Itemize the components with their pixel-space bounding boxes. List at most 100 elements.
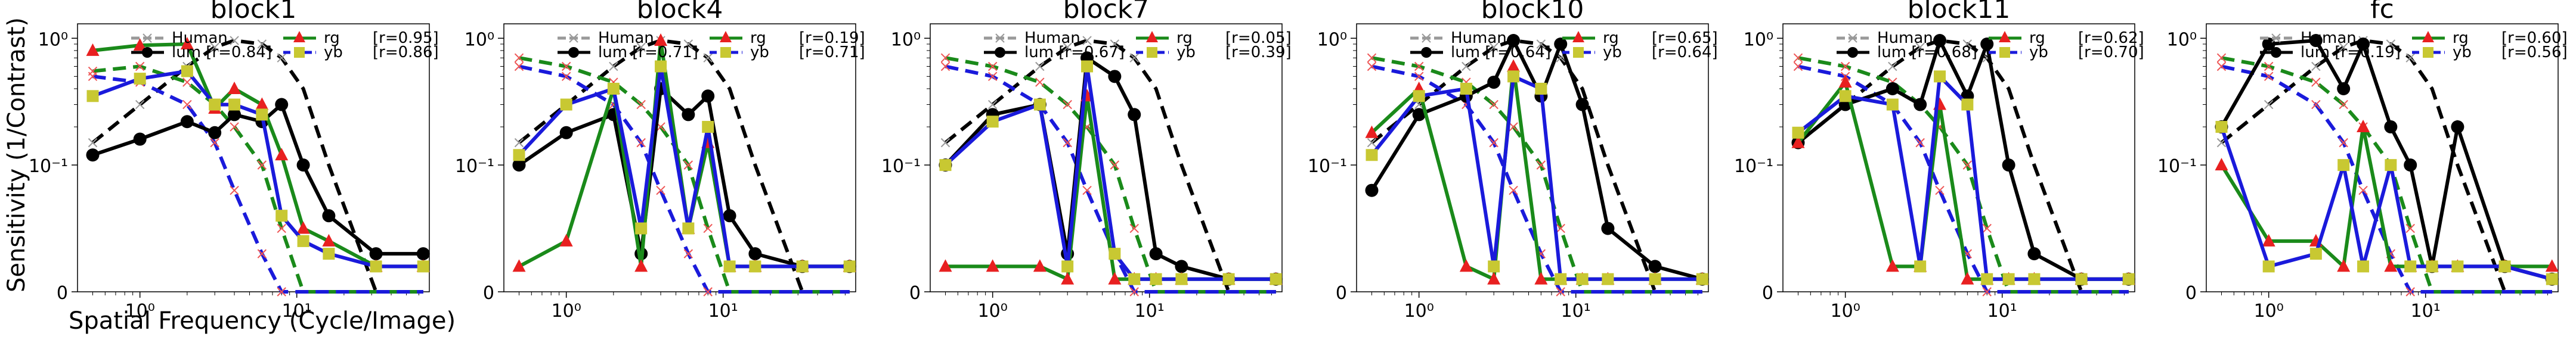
panel-6-human-rg-point-3	[2339, 99, 2348, 110]
panel-4-human-rg-point-6	[1556, 223, 1565, 233]
panel-5-xtick-label-1: 10¹	[1987, 301, 2017, 322]
panel-4-lum-point-9	[1648, 260, 1662, 273]
panel-1-rg-point-7	[296, 221, 310, 234]
panel-4-yb-point-4	[1507, 70, 1520, 83]
panel-4-human-rg-point-4	[1509, 122, 1518, 132]
panel-2-xtick-label-0: 10⁰	[552, 301, 581, 322]
panel-6-rg-point-4	[2357, 120, 2370, 133]
panel-3-human-yb-point-3	[1063, 138, 1072, 148]
panel-4-yb-point-5	[1535, 82, 1547, 95]
panel-2-rg-point-1	[559, 233, 573, 247]
panel-4-xtick-label-0: 10⁰	[1404, 301, 1434, 322]
panel-1-human-rg-point-4	[230, 122, 239, 132]
panel-5-legend-human: Human	[1877, 29, 1933, 47]
panel-4-yb-point-9	[1649, 273, 1661, 285]
panel-5-legend-rg-marker	[1999, 31, 2011, 42]
panel-1-lum-point-1	[133, 132, 147, 146]
panel-5-human-yb-point-6	[1982, 287, 1992, 297]
panel-3-human-lum-point-6	[1129, 53, 1139, 63]
panel-6-lum-point-8	[2451, 120, 2464, 134]
panel-1-yb-point-3	[209, 98, 221, 111]
panel-1-rg-point-0	[86, 43, 100, 56]
panel-3-ytick-label-2: 0	[909, 283, 921, 304]
panel-3-human-rg-point-3	[1063, 99, 1072, 110]
panel-6-lum-point-3	[2337, 82, 2351, 95]
panel-6-human-yb-point-1	[2264, 71, 2274, 82]
panel-6-yb-point-10	[2546, 273, 2558, 285]
panel-5-human-lum-point-2	[1888, 61, 1897, 71]
panel-2-human-rg-point-0	[514, 53, 524, 63]
panel-1-legend-rg-r: [r=0.95]	[373, 29, 439, 47]
panel-2-rg-point-3	[634, 259, 648, 272]
panel-2-lum-point-1	[559, 126, 573, 139]
panel-3-xtick-label-1: 10¹	[1135, 301, 1165, 322]
panel-5-rg-point-1	[1838, 75, 1852, 88]
panel-4-rg-point-5	[1534, 272, 1548, 285]
panel-6-yb-point-1	[2262, 260, 2275, 273]
panel-3-rg-point-1	[986, 259, 999, 272]
panel-6-human-yb-point-4	[2358, 185, 2368, 195]
panel-1-legend-human: Human	[172, 29, 228, 47]
panel-1-legend-rg-marker	[293, 31, 305, 42]
panel-6-human-lum-point-3	[2339, 42, 2348, 52]
panel-5-yb-point-0	[1792, 126, 1804, 139]
panel-3-yb-point-10	[1270, 273, 1282, 285]
panel-3-human-rg-point-2	[1035, 77, 1045, 87]
panel-4-legend-human: Human	[1451, 29, 1507, 47]
panel-4-human-yb-point-4	[1509, 185, 1518, 195]
panel-4-rg-point-4	[1507, 59, 1521, 72]
panel-5-human-yb-point-4	[1935, 185, 1945, 195]
panel-3-human-rg-point-5	[1110, 160, 1120, 170]
panel-1-human-rg-point-1	[135, 61, 145, 71]
panel-6-ytick-label-1: 10⁻¹	[2157, 156, 2197, 177]
panel-6-ytick-label-0: 10⁰	[2167, 29, 2197, 50]
panel-1-lum-point-4	[228, 108, 242, 121]
panel-4-legend-rg: rg	[1603, 29, 1619, 47]
panel-1-rg-point-2	[180, 36, 194, 49]
panel-2-human-rg-point-6	[703, 223, 713, 233]
panel-6-legend-yb-marker	[2423, 47, 2433, 58]
panel-5-frame	[1782, 23, 2135, 292]
panel-6-legend-lum: lum [r=0.19]	[2301, 43, 2401, 61]
panel-1-yb-point-5	[256, 108, 268, 121]
panel-4-legend-yb-r: [r=0.64]	[1652, 43, 1718, 61]
panel-6-yb-point-5	[2385, 159, 2397, 172]
panel-3-legend-human: Human	[1024, 29, 1080, 47]
panel-2-yb-point-4	[655, 60, 667, 73]
panel-3-rg-point-2	[1033, 259, 1046, 272]
panel-5-ytick-label-1: 10⁻¹	[1734, 156, 1773, 177]
panel-2-lum-point-0	[512, 158, 526, 172]
panel-1-legend-yb-marker	[294, 47, 305, 58]
panel-1-lum-point-10	[416, 247, 430, 261]
panel-1-yb-point-0	[86, 90, 99, 102]
panel-3-legend-lum: lum [r=0.67]	[1024, 43, 1125, 61]
panel-5-title: block11	[1908, 0, 2011, 24]
panel-5-human-lum-point-5	[1962, 39, 1973, 49]
panel-6-lum-point-2	[2309, 34, 2323, 48]
panel-4-yb-point-0	[1366, 149, 1378, 161]
panel-1-yb-point-8	[323, 248, 335, 260]
panel-6-lum-point-4	[2357, 37, 2370, 51]
panel-6-legend-rg-r: [r=0.60]	[2501, 29, 2568, 47]
panel-3-yb-point-0	[939, 159, 952, 172]
x-axis-label: Spatial Frequency (Cycle/Image)	[69, 307, 456, 335]
panel-6-rg-point-10	[2545, 259, 2559, 272]
panel-5-ytick-label-0: 10⁰	[1744, 29, 1773, 50]
panel-4-human-rg-point-0	[1367, 53, 1377, 63]
panel-1-rg-point-5	[255, 97, 269, 110]
panel-5-legend-human-marker	[1848, 33, 1857, 43]
panel-6-legend-lum-marker	[2271, 47, 2281, 58]
panel-3-ytick-label-1: 10⁻¹	[881, 156, 921, 177]
panel-1-legend-human-marker	[143, 33, 152, 43]
panel-6-human-lum-point-5	[2386, 39, 2396, 49]
panel-2-lum-point-8	[748, 247, 762, 261]
panel-2-lum-point-7	[723, 209, 736, 223]
panel-4-legend-yb: yb	[1603, 43, 1622, 61]
panel-1-legend-rg: rg	[324, 29, 340, 47]
panel-6-legend-human: Human	[2301, 29, 2357, 47]
panel-5-lum-point-3	[1914, 98, 1927, 111]
panel-2-human-rg-line	[518, 56, 850, 294]
panel-6-yb-point-0	[2215, 121, 2228, 133]
panel-2-human-yb-point-3	[636, 138, 646, 148]
